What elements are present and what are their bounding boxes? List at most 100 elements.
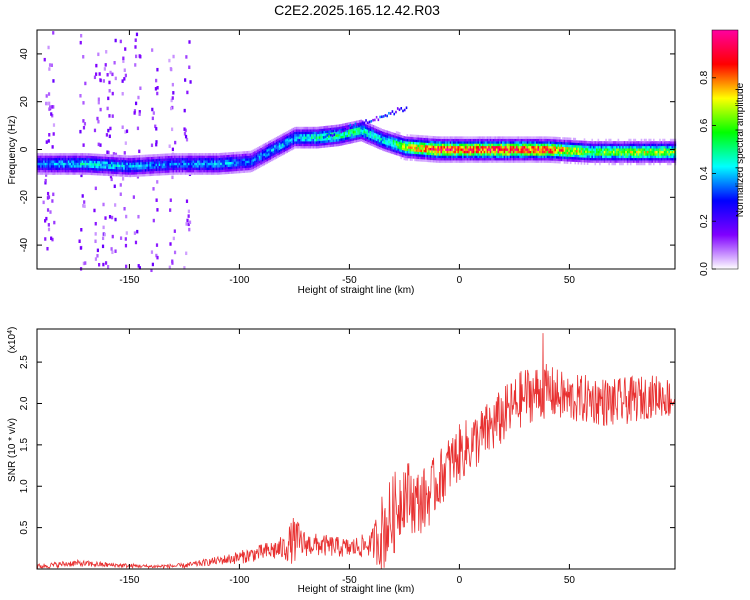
spectrogram-cell xyxy=(437,148,439,151)
spectrogram-cell xyxy=(508,143,510,147)
spectrogram-cell xyxy=(366,127,369,130)
spectrogram-cell xyxy=(243,151,245,154)
spectrogram-cell xyxy=(67,169,70,173)
spectrogram-cell xyxy=(503,136,506,139)
spectrogram-cell xyxy=(668,143,670,147)
spectrogram-cell xyxy=(200,165,202,168)
spectrogram-cell xyxy=(152,154,155,157)
spectrogram-cell xyxy=(266,151,269,155)
y-tick-label: -40 xyxy=(19,237,30,252)
spectrogram-cell xyxy=(391,146,393,149)
spectrogram-cell xyxy=(171,96,174,100)
spectrogram-cell xyxy=(211,172,213,175)
spectrogram-cell xyxy=(49,165,51,168)
spectrogram-cell xyxy=(235,163,238,167)
spectrogram-cell xyxy=(101,153,104,157)
spectrogram-cell xyxy=(425,135,427,139)
spectrogram-cell xyxy=(180,162,182,166)
spectrogram-cell xyxy=(67,153,70,156)
spectrogram-cell xyxy=(623,141,626,144)
spectrogram-cell xyxy=(60,169,62,173)
spectrogram-cell xyxy=(543,155,546,159)
spectrogram-cell xyxy=(592,145,595,149)
spectrogram-cell xyxy=(40,153,42,156)
spectrogram-cell xyxy=(409,136,412,140)
spectrogram-cell xyxy=(300,126,302,130)
spectrogram-cell xyxy=(522,155,524,159)
spectrogram-cell xyxy=(600,155,603,159)
spectrogram-cell xyxy=(241,160,244,164)
spectrogram-cell xyxy=(585,145,587,149)
spectrogram-cell xyxy=(603,141,606,144)
spectrogram-cell xyxy=(101,170,104,174)
spectrogram-cell xyxy=(358,127,361,130)
spectrogram-cell xyxy=(200,153,202,156)
spectrogram-cell xyxy=(263,157,265,161)
spectrogram-cell xyxy=(143,173,145,177)
spectrogram-cell xyxy=(443,150,446,154)
spectrogram-cell xyxy=(317,129,319,132)
spectrogram-cell xyxy=(309,131,312,135)
spectrogram-cell xyxy=(434,140,436,144)
y-tick-label: 2.5 xyxy=(19,355,30,369)
spectrogram-cell xyxy=(173,250,177,255)
spectrogram-cell xyxy=(395,140,398,144)
spectrogram-cell xyxy=(637,145,640,149)
spectrogram-cell xyxy=(312,145,315,149)
spectrogram-cell xyxy=(260,159,262,163)
spectrogram-cell xyxy=(579,147,581,151)
spectrogram-cell xyxy=(572,147,575,150)
spectrogram-cell xyxy=(555,143,558,147)
spectrogram-cell xyxy=(207,160,210,163)
spectrogram-cell xyxy=(663,148,666,151)
spectrogram-cell xyxy=(264,157,267,160)
spectrogram-cell xyxy=(374,132,376,136)
spectrogram-cell xyxy=(124,162,127,165)
spectrogram-cell xyxy=(209,165,212,168)
spectrogram-cell xyxy=(191,153,193,156)
spectrogram-cell xyxy=(234,161,236,165)
spectrogram-cell xyxy=(171,261,174,265)
spectrogram-cell xyxy=(488,150,490,154)
spectrogram-cell xyxy=(478,136,481,139)
spectrogram-cell xyxy=(616,141,618,144)
spectrogram-cell xyxy=(220,157,222,161)
spectrogram-cell xyxy=(403,152,406,156)
spectrogram-cell xyxy=(160,156,162,159)
spectrogram-cell xyxy=(227,166,230,170)
spectrogram-cell xyxy=(303,138,306,142)
spectrogram-cell xyxy=(365,138,367,141)
spectrogram-cell xyxy=(401,147,404,151)
spectrogram-cell xyxy=(298,126,301,130)
spectrogram-cell xyxy=(600,143,603,147)
spectrogram-cell xyxy=(405,153,407,156)
spectrogram-cell xyxy=(662,150,664,154)
spectrogram-cell xyxy=(523,150,526,154)
spectrogram-cell xyxy=(117,157,119,160)
spectrogram-cell xyxy=(252,159,255,162)
spectrogram-cell xyxy=(115,157,118,160)
spectrogram-cell xyxy=(201,169,204,173)
spectrogram-cell xyxy=(643,155,646,159)
spectrogram-cell xyxy=(280,148,282,152)
spectrogram-cell xyxy=(47,157,50,161)
spectrogram-cell xyxy=(341,133,344,136)
spectrogram-cell xyxy=(378,137,381,140)
spectrogram-cell xyxy=(166,165,168,169)
spectrogram-cell xyxy=(297,141,299,144)
spectrogram-cell xyxy=(542,136,544,139)
spectrogram-cell xyxy=(549,136,552,140)
spectrogram-cell xyxy=(95,63,98,68)
spectrogram-cell xyxy=(281,133,284,137)
spectrogram-cell xyxy=(127,162,130,166)
spectrogram-cell xyxy=(274,152,276,155)
spectrogram-cell xyxy=(95,156,98,159)
spectrogram-cell xyxy=(271,151,273,155)
spectrogram-cell xyxy=(170,106,173,111)
spectrogram-cell xyxy=(491,157,493,161)
spectrogram-cell xyxy=(311,138,313,142)
spectrogram-cell xyxy=(637,143,640,147)
spectrogram-cell xyxy=(221,155,224,158)
spectrogram-cell xyxy=(432,152,435,156)
spectrogram-cell xyxy=(475,138,478,142)
